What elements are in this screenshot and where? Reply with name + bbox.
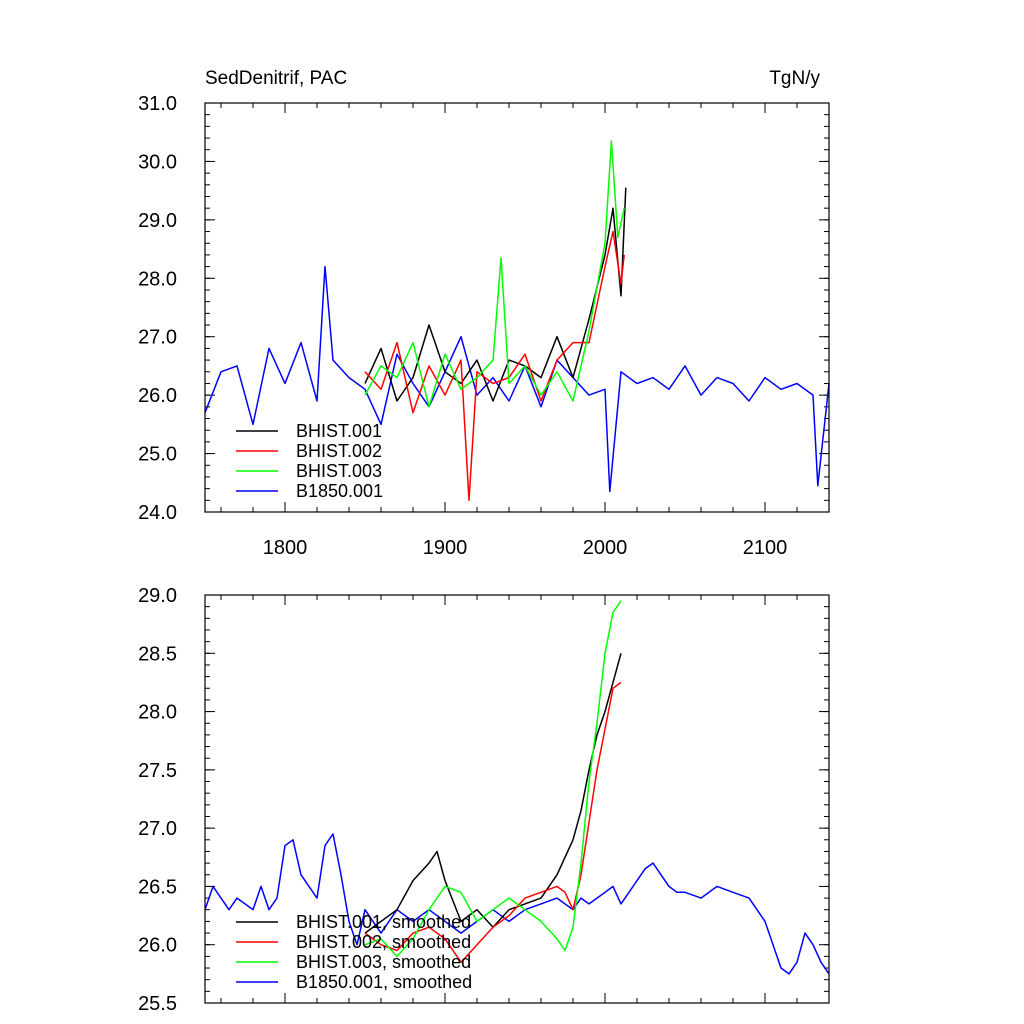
series-line bbox=[364, 600, 622, 958]
y-tick-label: 27.0 bbox=[138, 818, 177, 840]
legend-label: BHIST.003 bbox=[296, 461, 382, 481]
y-tick-label: 24.0 bbox=[138, 502, 177, 524]
top-panel: 1800 1900 2000 2100 24.0 25.0 26.0 27.0 28.0 29.0… bbox=[138, 93, 830, 559]
y-tick-label: 31.0 bbox=[138, 93, 177, 115]
units-label: TgN/y bbox=[769, 68, 820, 89]
legend-label: BHIST.002, smoothed bbox=[296, 932, 471, 952]
plot-frame bbox=[204, 594, 830, 1004]
y-tick-label: 26.5 bbox=[138, 876, 177, 898]
y-tick-label: 29.0 bbox=[138, 585, 177, 607]
y-tick-label: 28.0 bbox=[138, 268, 177, 290]
bottom-panel: 25.5 26.0 26.5 27.0 27.5 28.0 28.5 29.0 BHIST.00… bbox=[138, 585, 830, 1015]
y-tick-label: 28.0 bbox=[138, 702, 177, 724]
legend-label: B1850.001 bbox=[296, 481, 383, 501]
x-tick-label: 2100 bbox=[743, 537, 788, 559]
y-tick-label: 27.5 bbox=[138, 760, 177, 782]
y-tick-label: 30.0 bbox=[138, 151, 177, 173]
y-tick-label: 25.5 bbox=[138, 993, 177, 1015]
legend-label: BHIST.003, smoothed bbox=[296, 952, 471, 972]
y-tick-label: 29.0 bbox=[138, 210, 177, 232]
y-tick-label: 26.0 bbox=[138, 935, 177, 957]
y-tick-label: 26.0 bbox=[138, 385, 177, 407]
legend-label: BHIST.002 bbox=[296, 441, 382, 461]
series-line bbox=[364, 230, 625, 502]
y-tick-label: 28.5 bbox=[138, 643, 177, 665]
series-line bbox=[364, 187, 627, 402]
series-line bbox=[364, 653, 622, 934]
legend-label: BHIST.001 bbox=[296, 421, 382, 441]
x-tick-label: 2000 bbox=[583, 537, 628, 559]
y-tick-label: 27.0 bbox=[138, 327, 177, 349]
x-tick-label: 1800 bbox=[263, 537, 308, 559]
chart-title: SedDenitrif, PAC bbox=[205, 68, 347, 89]
y-tick-label: 25.0 bbox=[138, 444, 177, 466]
plot-frame bbox=[204, 102, 830, 513]
legend-label: BHIST.001, smoothed bbox=[296, 912, 471, 932]
series-line bbox=[364, 681, 622, 963]
x-tick-label: 1900 bbox=[423, 537, 468, 559]
series-line bbox=[364, 140, 625, 408]
legend-label: B1850.001, smoothed bbox=[296, 972, 472, 992]
